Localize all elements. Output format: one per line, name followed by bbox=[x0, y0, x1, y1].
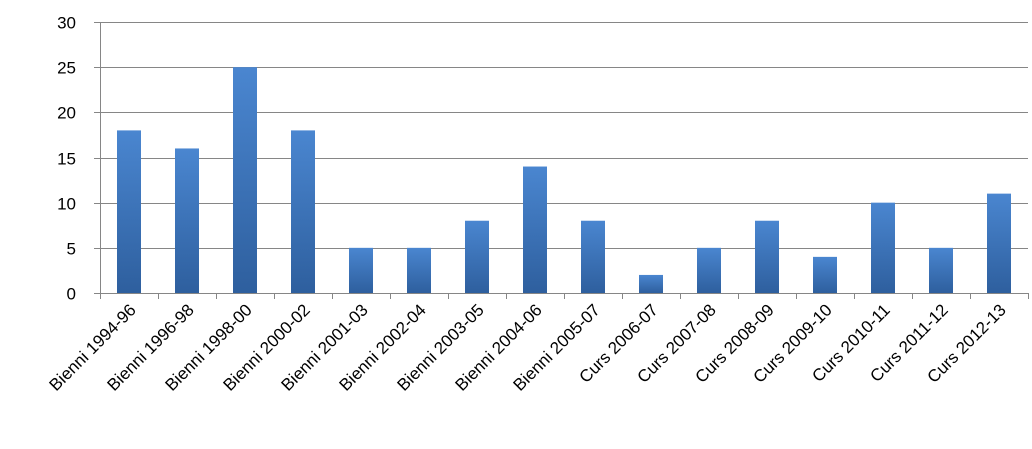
y-tick-label: 10 bbox=[57, 195, 76, 214]
bar bbox=[349, 247, 373, 293]
y-tick-label: 15 bbox=[57, 150, 76, 169]
y-tick-label: 0 bbox=[67, 285, 76, 304]
bar bbox=[871, 202, 895, 293]
bar bbox=[233, 67, 257, 294]
y-tick-label: 25 bbox=[57, 59, 76, 78]
y-tick-label: 30 bbox=[57, 14, 76, 33]
bar bbox=[117, 130, 141, 293]
axes bbox=[94, 22, 1029, 299]
bar bbox=[581, 220, 605, 293]
bar bbox=[407, 247, 431, 293]
y-tick-label: 20 bbox=[57, 104, 76, 123]
y-tick-labels: 0 5 10 15 20 25 30 bbox=[57, 14, 76, 304]
bar bbox=[291, 130, 315, 293]
bar bbox=[175, 148, 199, 293]
bar bbox=[697, 247, 721, 293]
bar bbox=[755, 220, 779, 293]
bar bbox=[929, 247, 953, 293]
bar bbox=[523, 166, 547, 293]
bar bbox=[987, 193, 1011, 293]
y-tick-label: 5 bbox=[67, 240, 76, 259]
bar bbox=[465, 220, 489, 293]
bars bbox=[117, 67, 1011, 294]
bar bbox=[813, 256, 837, 293]
bar bbox=[639, 274, 663, 293]
